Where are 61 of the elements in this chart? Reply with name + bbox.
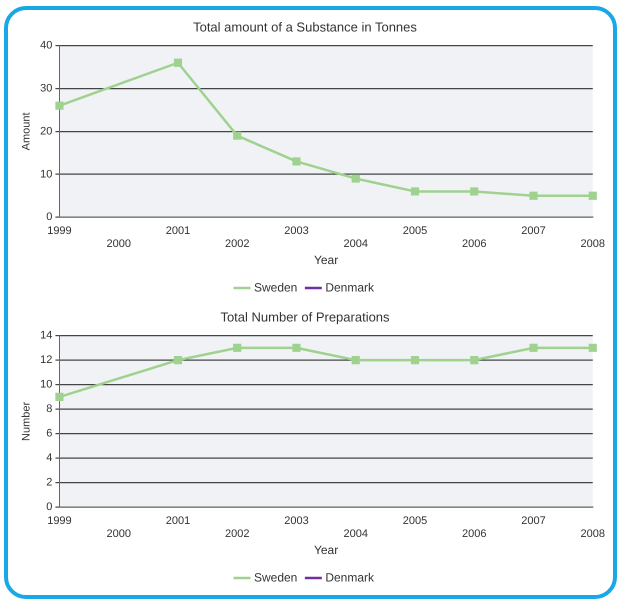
point bbox=[588, 344, 597, 352]
point bbox=[470, 187, 478, 196]
point bbox=[529, 344, 538, 352]
chart-title: Total amount of a Substance in Tonnes bbox=[193, 19, 418, 34]
y-axis-title: Amount bbox=[20, 112, 33, 150]
x-tick-label: 2003 bbox=[284, 514, 309, 527]
x-tick-label: 2002 bbox=[224, 238, 250, 250]
x-tick-label: 2005 bbox=[402, 514, 428, 527]
y-tick-label: 10 bbox=[40, 378, 52, 391]
y-tick-label: 10 bbox=[40, 168, 52, 180]
point bbox=[410, 356, 420, 364]
y-tick-label: 40 bbox=[40, 40, 52, 52]
y-tick-label: 6 bbox=[46, 428, 52, 440]
x-tick-label: 2006 bbox=[462, 238, 486, 250]
y-tick-label: 8 bbox=[46, 403, 52, 416]
y-tick-label: 12 bbox=[40, 354, 52, 366]
y-tick-label: 14 bbox=[40, 330, 52, 342]
legend-label: Sweden bbox=[254, 570, 298, 584]
x-tick-label: 2006 bbox=[462, 528, 486, 540]
point bbox=[292, 157, 301, 166]
point bbox=[529, 192, 538, 200]
x-axis-title: Year bbox=[314, 253, 338, 268]
x-tick-label: 2005 bbox=[402, 224, 428, 237]
x-tick-label: 1999 bbox=[47, 224, 72, 237]
y-tick-label: 0 bbox=[46, 211, 52, 224]
y-tick-label: 4 bbox=[46, 452, 52, 464]
y-axis-title: Number bbox=[20, 402, 33, 441]
x-tick-label: 2000 bbox=[106, 238, 131, 250]
point bbox=[174, 356, 182, 364]
point bbox=[292, 344, 301, 352]
x-tick-label: 2001 bbox=[166, 224, 190, 237]
point bbox=[352, 356, 360, 364]
x-tick-label: 1999 bbox=[47, 514, 72, 527]
x-tick-label: 2008 bbox=[580, 528, 606, 540]
point bbox=[588, 192, 597, 200]
x-tick-label: 2003 bbox=[284, 224, 309, 237]
x-tick-label: 2007 bbox=[521, 224, 546, 237]
point bbox=[233, 344, 242, 352]
chart-title: Total Number of Preparations bbox=[220, 309, 390, 324]
y-tick-label: 0 bbox=[46, 501, 52, 514]
legend-label: Denmark bbox=[325, 280, 376, 294]
legend-label: Sweden bbox=[254, 280, 298, 294]
x-tick-label: 2008 bbox=[580, 238, 606, 250]
x-axis-title: Year bbox=[314, 543, 338, 558]
y-tick-label: 20 bbox=[40, 125, 52, 138]
y-tick-label: 30 bbox=[40, 82, 52, 95]
point bbox=[174, 58, 182, 67]
x-tick-label: 2004 bbox=[343, 238, 368, 250]
x-tick-label: 2002 bbox=[224, 528, 250, 540]
point bbox=[470, 356, 478, 364]
x-tick-label: 2007 bbox=[521, 514, 546, 527]
point bbox=[233, 132, 242, 140]
point bbox=[410, 187, 420, 196]
point bbox=[55, 102, 64, 110]
point bbox=[55, 392, 64, 401]
x-tick-label: 2001 bbox=[166, 514, 190, 527]
y-tick-label: 2 bbox=[46, 476, 52, 489]
point bbox=[352, 174, 360, 183]
x-tick-label: 2004 bbox=[343, 528, 368, 540]
legend-label: Denmark bbox=[325, 570, 376, 584]
x-tick-label: 2000 bbox=[106, 528, 131, 540]
